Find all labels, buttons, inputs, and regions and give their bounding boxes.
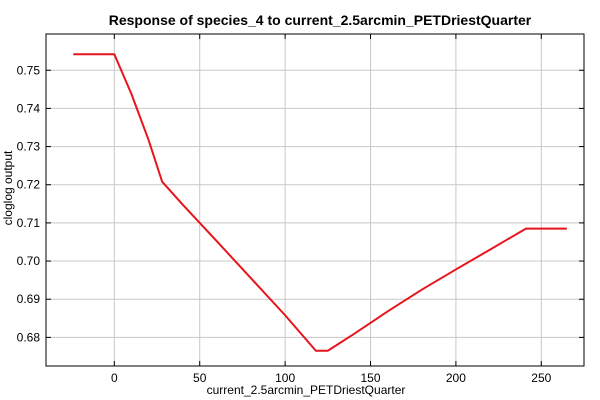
plot-frame xyxy=(45,33,585,367)
y-tick-labels: 0.68 0.69 0.70 0.71 0.72 0.73 0.74 0.75 xyxy=(17,63,41,344)
chart-title: Response of species_4 to current_2.5arcm… xyxy=(109,12,532,28)
y-tick-label: 0.74 xyxy=(17,101,41,115)
x-tick-label: 150 xyxy=(360,371,380,385)
grid xyxy=(46,34,584,366)
x-tick-label: 100 xyxy=(275,371,295,385)
tick-marks xyxy=(46,34,584,366)
x-tick-label: 200 xyxy=(446,371,466,385)
y-axis-label: cloglog output xyxy=(1,150,15,225)
y-tick-label: 0.69 xyxy=(17,292,41,306)
x-tick-labels: 0 50 100 150 200 250 xyxy=(111,371,552,385)
response-line xyxy=(73,53,567,352)
y-tick-label: 0.72 xyxy=(17,178,41,192)
y-tick-label: 0.75 xyxy=(17,63,41,77)
x-tick-label: 0 xyxy=(111,371,118,385)
series-layer xyxy=(73,53,567,352)
y-tick-label: 0.71 xyxy=(17,216,41,230)
x-tick-label: 250 xyxy=(531,371,551,385)
y-tick-label: 0.68 xyxy=(17,330,41,344)
x-tick-label: 50 xyxy=(193,371,207,385)
x-axis-label: current_2.5arcmin_PETDriestQuarter xyxy=(207,383,406,397)
y-tick-label: 0.70 xyxy=(17,254,41,268)
y-tick-label: 0.73 xyxy=(17,140,41,154)
